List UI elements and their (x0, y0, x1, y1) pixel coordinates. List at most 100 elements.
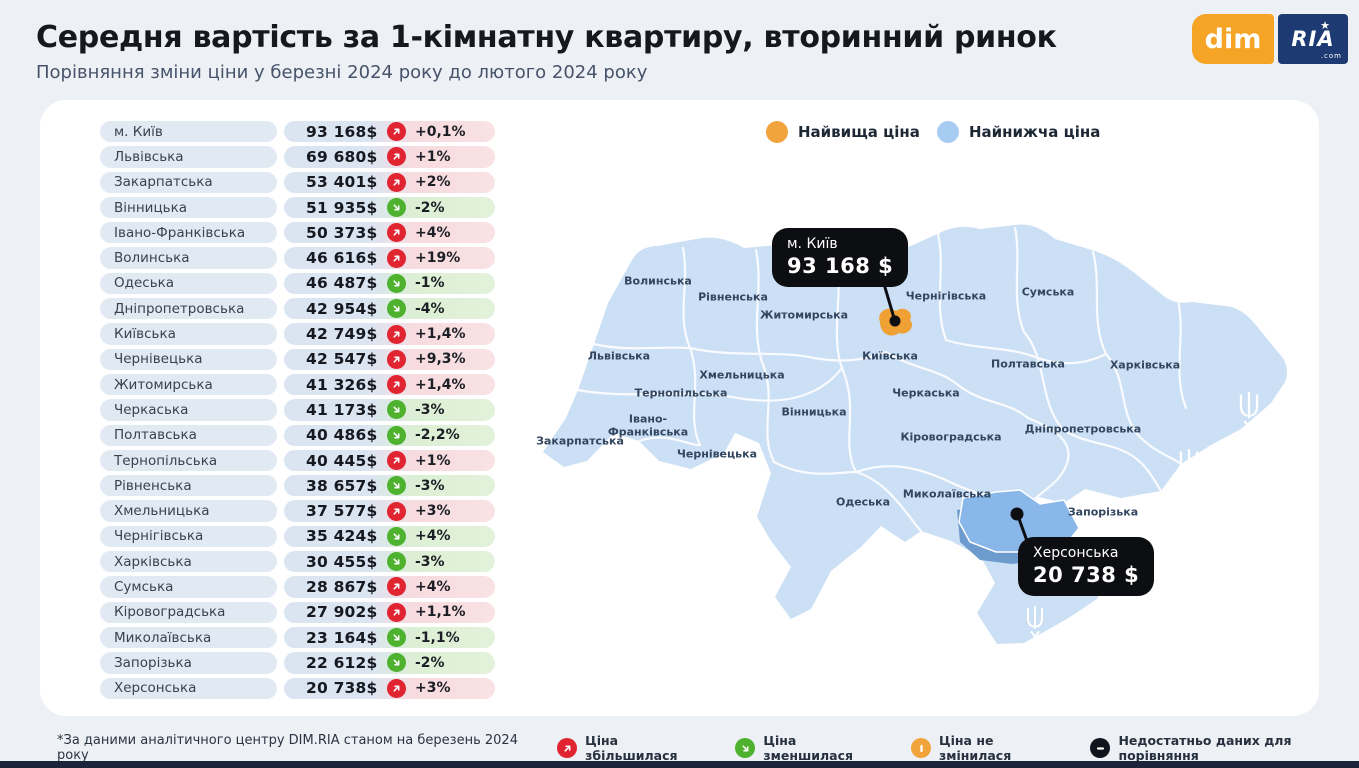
kherson-connector (1016, 515, 1029, 542)
arrow-down-right-icon (393, 482, 400, 489)
callout-kyiv: м. Київ 93 168 $ (772, 228, 909, 287)
region-price: 42 547$ (306, 350, 378, 369)
region-change: -3% (415, 553, 445, 570)
arrow-up-right-icon (393, 508, 400, 515)
map-region-label: Житомирська (759, 308, 849, 322)
region-value-pill: 20 738$ +3% (284, 677, 495, 699)
region-value-pill: 27 902$ +1,1% (284, 601, 495, 623)
region-name: Харківська (114, 553, 192, 570)
region-change: +4% (415, 224, 451, 241)
region-name-pill: Одеська (100, 272, 277, 295)
region-change: -1,1% (415, 629, 460, 646)
region-name-pill: Вінницька (100, 196, 277, 219)
region-name: Черкаська (114, 401, 189, 418)
footer-legend-label: Ціна зменшилася (763, 733, 854, 763)
region-name: Вінницька (114, 199, 188, 216)
arrow-down-right-icon (393, 432, 400, 439)
region-value-pill: 28 867$ +4% (284, 576, 495, 598)
change-direction-icon (387, 400, 406, 420)
arrow-down-right-icon (393, 634, 400, 641)
region-name: Полтавська (114, 427, 197, 444)
region-name-pill: Чернігівська (100, 525, 277, 548)
no-change-icon (919, 744, 923, 752)
arrow-up-right-icon (393, 584, 400, 591)
region-name-pill: Закарпатська (100, 171, 277, 193)
region-name: Хмельницька (114, 503, 210, 520)
region-name: Київська (114, 326, 176, 343)
region-price: 30 455$ (306, 552, 378, 571)
region-name-pill: Чернівецька (100, 348, 277, 370)
footer-legend-icon (557, 738, 578, 758)
region-value-pill: 46 487$ -1% (284, 272, 495, 295)
arrow-down-right-icon (393, 406, 400, 413)
page-subtitle: Порівняння зміни ціни у березні 2024 рок… (36, 62, 648, 83)
region-value-pill: 41 326$ +1,4% (284, 373, 495, 396)
page-title: Середня вартість за 1-кімнатну квартиру,… (36, 20, 1057, 55)
no-data-icon (1096, 746, 1105, 750)
region-change: -2% (415, 654, 445, 671)
change-direction-icon (387, 501, 406, 521)
region-value-pill: 22 612$ -2% (284, 652, 495, 674)
region-price: 41 326$ (306, 375, 378, 394)
table-row: Дніпропетровська 42 954$ -4% (100, 298, 495, 320)
region-change: +3% (415, 680, 451, 697)
map-region-label: Рівненська (698, 290, 768, 304)
callout-kherson-title: Херсонська (1033, 545, 1119, 561)
footer-legend: Ціна збільшилася Ціна зменшилася (557, 733, 1359, 763)
kherson-connector-dot (1010, 507, 1024, 521)
region-name: Одеська (114, 275, 175, 292)
star-icon: ★ (1320, 19, 1331, 32)
callout-kyiv-title: м. Київ (787, 236, 838, 252)
region-value-pill: 42 954$ -4% (284, 298, 495, 320)
change-direction-icon (387, 172, 406, 192)
region-change: +4% (415, 528, 451, 545)
region-name-pill: Житомирська (100, 373, 277, 396)
region-value-pill: 35 424$ +4% (284, 525, 495, 548)
region-price: 53 401$ (306, 173, 378, 192)
region-name-pill: Волинська (100, 247, 277, 269)
region-change: +0,1% (415, 123, 466, 140)
footer-legend-icon (735, 738, 756, 758)
region-name: Чернігівська (114, 528, 204, 545)
region-name: Миколаївська (114, 629, 212, 646)
arrow-up-right-icon (393, 179, 400, 186)
map-region-label: Кіровоградська (900, 430, 1002, 444)
region-price: 40 486$ (306, 426, 378, 445)
region-name-pill: Миколаївська (100, 626, 277, 649)
change-direction-icon (387, 577, 406, 597)
table-row: Сумська 28 867$ +4% (100, 576, 495, 598)
region-name-pill: Львівська (100, 146, 277, 168)
table-row: Закарпатська 53 401$ +2% (100, 171, 495, 193)
change-direction-icon (387, 602, 406, 622)
region-value-pill: 51 935$ -2% (284, 196, 495, 219)
arrow-down-right-icon (393, 659, 400, 666)
footer-legend-icon (911, 738, 932, 758)
header: Середня вартість за 1-кімнатну квартиру,… (36, 12, 1176, 83)
footer-legend-label: Ціна збільшилася (585, 733, 678, 763)
region-name-pill: Харківська (100, 551, 277, 573)
map-region-label: Київська (862, 349, 918, 363)
region-price: 38 657$ (306, 476, 378, 495)
price-table: м. Київ 93 168$ +0,1% Львівська 69 680$ (100, 121, 495, 703)
region-name-pill: Херсонська (100, 677, 277, 699)
table-row: Харківська 30 455$ -3% (100, 551, 495, 573)
map-region-label: Миколаївська (902, 487, 992, 501)
region-name-pill: Івано-Франківська (100, 222, 277, 244)
region-change: +1,4% (415, 326, 466, 343)
region-value-pill: 53 401$ +2% (284, 171, 495, 193)
region-price: 42 749$ (306, 325, 378, 344)
dim-logo: dim (1192, 14, 1274, 64)
arrow-up-right-icon (393, 128, 400, 135)
region-value-pill: 38 657$ -3% (284, 475, 495, 497)
region-price: 50 373$ (306, 223, 378, 242)
region-price: 40 445$ (306, 451, 378, 470)
map-region-label: Черкаська (892, 386, 960, 400)
region-price: 35 424$ (306, 527, 378, 546)
region-name: Івано-Франківська (114, 224, 246, 241)
region-name-pill: Сумська (100, 576, 277, 598)
region-change: -3% (415, 477, 445, 494)
region-change: +1,4% (415, 376, 466, 393)
map-region-label: Івано-Франківська (607, 412, 689, 438)
map-region-label: Тернопільська (634, 386, 728, 400)
arrow-up-right-icon (393, 331, 400, 338)
